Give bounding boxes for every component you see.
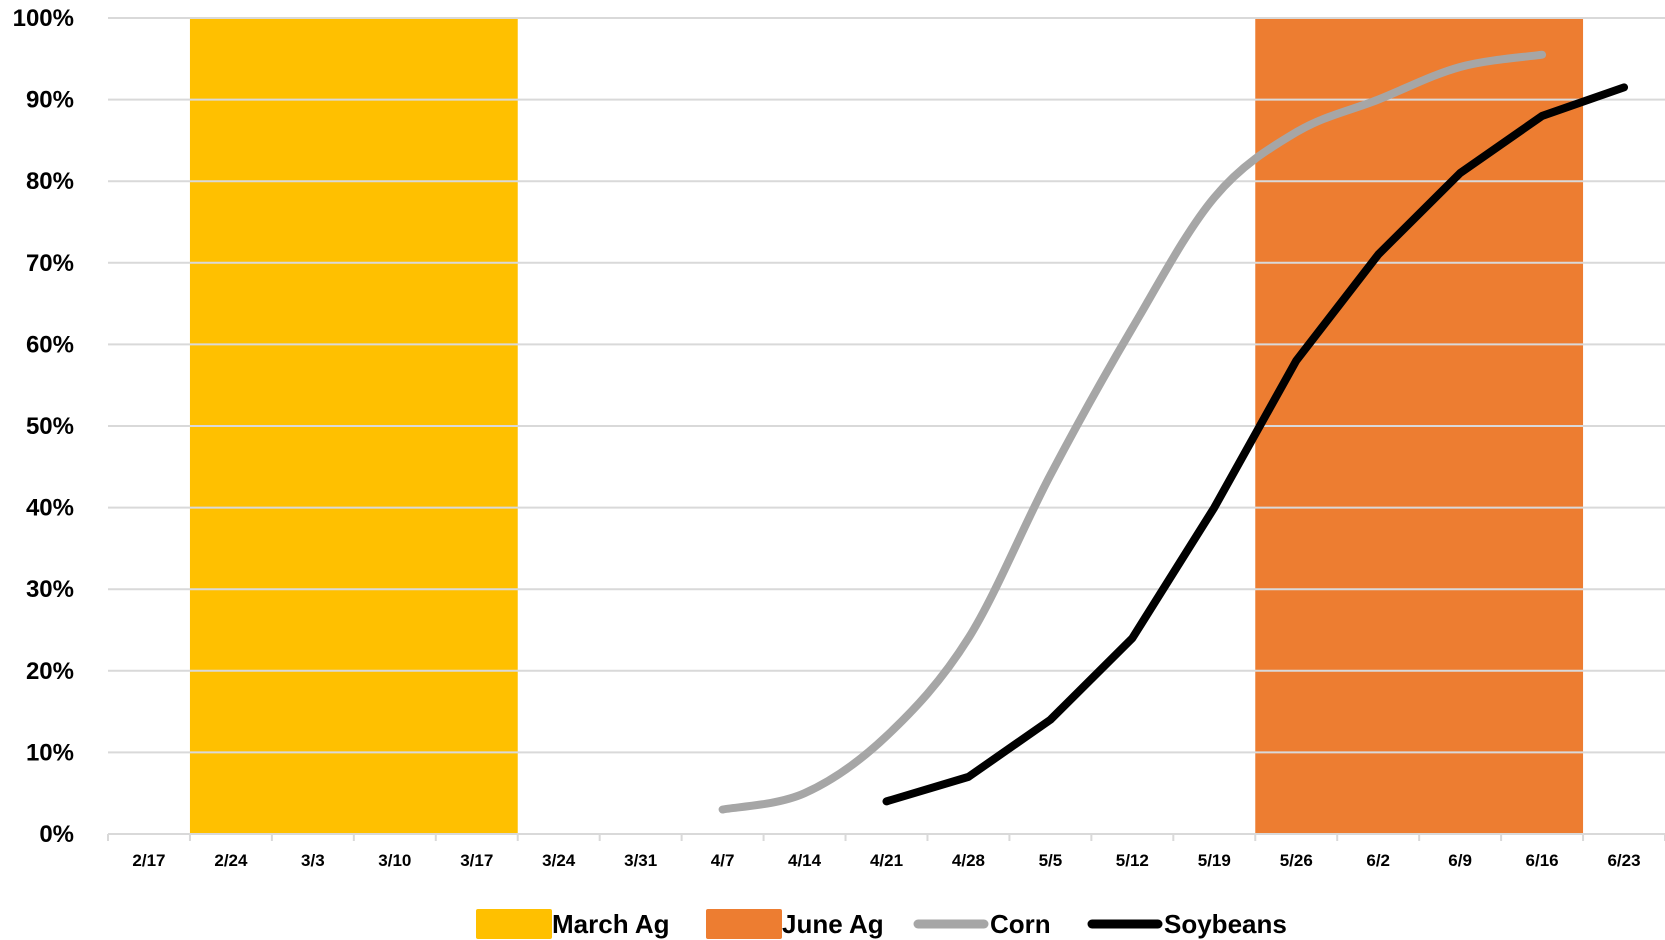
x-tick-label: 3/24: [542, 851, 576, 870]
y-tick-label: 80%: [26, 168, 74, 195]
axes: [107, 833, 1665, 841]
y-tick-label: 50%: [26, 413, 74, 440]
y-tick-label: 100%: [13, 5, 74, 32]
legend-swatch-june-ag: [706, 909, 782, 939]
x-tick-label: 6/9: [1448, 851, 1472, 870]
x-tick-label: 6/16: [1526, 851, 1559, 870]
y-tick-label: 0%: [39, 821, 74, 848]
x-axis-tick-labels: 2/17 2/24 3/3 3/10 3/17 3/24 3/31 4/7 4/14 4/21 4/…: [132, 851, 1640, 870]
y-tick-label: 60%: [26, 331, 74, 358]
x-tick-label: 5/5: [1039, 851, 1063, 870]
x-tick-label: 4/14: [788, 851, 822, 870]
y-tick-label: 30%: [26, 576, 74, 603]
x-tick-label: 5/12: [1116, 851, 1149, 870]
legend-label-march-ag: March Ag: [552, 909, 670, 939]
x-tick-label: 4/7: [711, 851, 735, 870]
x-tick-label: 3/10: [378, 851, 411, 870]
y-tick-label: 20%: [26, 658, 74, 685]
x-tick-label: 2/24: [214, 851, 248, 870]
x-tick-label: 6/2: [1366, 851, 1390, 870]
series-line-soybeans: [882, 83, 1629, 806]
x-tick-label: 3/17: [460, 851, 493, 870]
legend-swatch-march-ag: [476, 909, 552, 939]
legend-label-soybeans: Soybeans: [1164, 909, 1287, 939]
x-tick-label: 3/31: [624, 851, 657, 870]
x-tick-label: 2/17: [132, 851, 165, 870]
x-tick-label: 5/19: [1198, 851, 1231, 870]
x-tick-label: 3/3: [301, 851, 325, 870]
x-tick-label: 4/21: [870, 851, 903, 870]
series-line-corn: [718, 50, 1547, 814]
x-tick-label: 5/26: [1280, 851, 1313, 870]
x-tick-label: 4/28: [952, 851, 985, 870]
series-lines: [718, 50, 1629, 814]
x-tick-label: 6/23: [1607, 851, 1640, 870]
legend: March Ag June Ag Corn Soybeans: [476, 909, 1287, 939]
y-tick-label: 40%: [26, 495, 74, 522]
y-tick-label: 70%: [26, 250, 74, 277]
legend-label-june-ag: June Ag: [782, 909, 884, 939]
y-axis-tick-labels: 0% 10% 20% 30% 40% 50% 60% 70% 80% 90% 100%: [13, 5, 74, 848]
y-tick-label: 90%: [26, 87, 74, 114]
gridlines: [108, 17, 1665, 754]
y-tick-label: 10%: [26, 739, 74, 766]
legend-label-corn: Corn: [990, 909, 1051, 939]
